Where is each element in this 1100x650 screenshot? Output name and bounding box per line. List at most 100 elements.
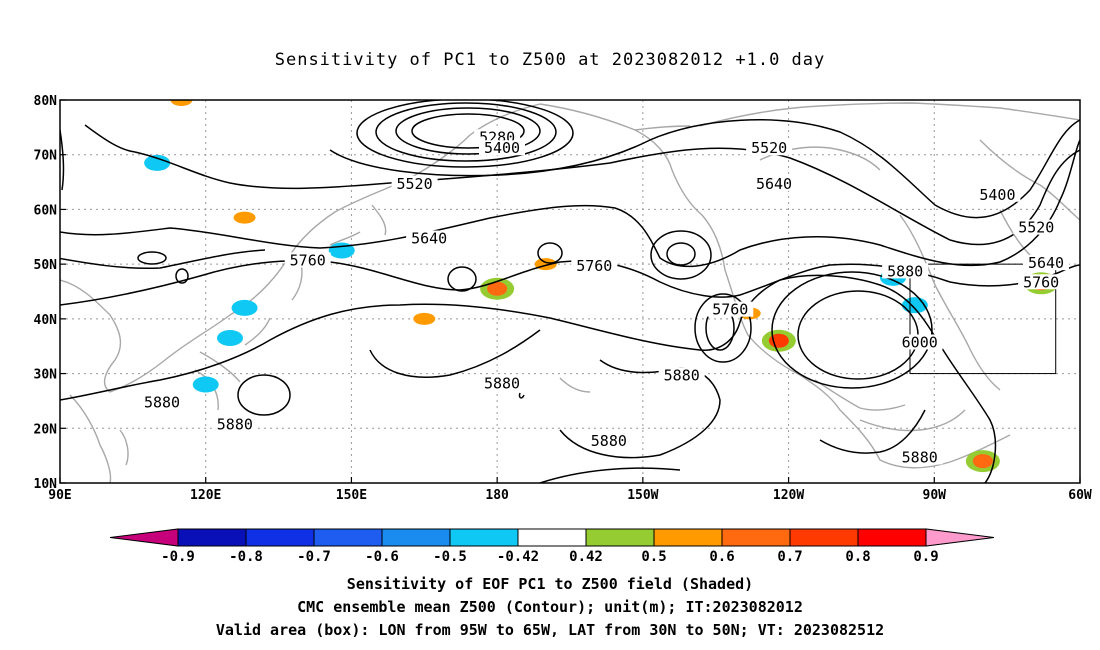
axis-ticks: 90E 120E 150E 180 150W 120W 90W 60W 80N 70N 60N 50N…	[34, 94, 1092, 503]
sensitivity-patch	[335, 246, 348, 255]
contour-label-bg	[406, 230, 453, 246]
contour-label: 5880	[217, 416, 253, 434]
contour-label: 5640	[1028, 254, 1064, 272]
colorbar-label: -0.7	[297, 549, 331, 565]
chart-title: Sensitivity of PC1 to Z500 at 2023082012…	[274, 50, 826, 70]
contour-label: 5640	[756, 175, 792, 193]
contour-label: 5880	[591, 432, 627, 450]
contour-label: 6000	[902, 333, 938, 351]
x-tick-label: 150E	[336, 488, 367, 503]
contour-label-bg	[707, 301, 754, 317]
colorbar-label: 0.8	[845, 549, 870, 565]
colorbar-arrow-right	[925, 528, 995, 547]
contour-label: 5760	[1023, 273, 1059, 291]
y-tick-label: 70N	[34, 149, 58, 164]
contour-label: 5880	[484, 375, 520, 393]
contour-label: 5880	[664, 366, 700, 384]
y-tick-label: 20N	[34, 422, 58, 437]
colorbar-segment	[653, 528, 723, 547]
contour-label: 5520	[751, 139, 787, 157]
contour-label: 5640	[411, 230, 447, 248]
contour-label-bg	[284, 252, 331, 268]
sensitivity-patch	[170, 100, 193, 106]
sensitivity-patch	[972, 454, 993, 469]
colorbar-label: 0.9	[913, 549, 938, 565]
contour-label: 5760	[576, 257, 612, 275]
x-tick-label: 90E	[48, 488, 71, 503]
sensitivity-patch	[238, 303, 251, 312]
contour-label-bg	[1023, 255, 1069, 271]
colorbar-label: -0.42	[497, 549, 539, 565]
contour-label-bg	[896, 334, 943, 350]
contour-labels: 5280540054005520552055205640564056405760…	[139, 128, 1069, 466]
colorbar-segment	[517, 528, 587, 547]
contour-label: 5520	[397, 175, 433, 193]
colorbar-segment	[789, 528, 859, 547]
sensitivity-patch	[908, 301, 921, 310]
colorbar-label: -0.6	[365, 549, 399, 565]
contour-label: 5760	[290, 251, 326, 269]
colorbar: -0.9 -0.8 -0.7 -0.6 -0.5 -0.42 0.42 0.5 0.6 0.7 0.…	[109, 528, 995, 565]
colorbar-segment	[449, 528, 519, 547]
y-tick-label: 80N	[34, 94, 58, 109]
x-tick-label: 150W	[627, 488, 658, 503]
contour-label: 5400	[979, 186, 1015, 204]
x-tick-label: 180	[485, 488, 509, 503]
colorbar-label: -0.5	[433, 549, 467, 565]
x-tick-label: 120W	[773, 488, 804, 503]
x-tick-label: 90W	[923, 488, 947, 503]
caption-line-2: CMC ensemble mean Z500 (Contour); unit(m…	[297, 598, 803, 616]
contour-label-bg	[479, 140, 525, 156]
contour-label: 5880	[887, 262, 923, 280]
contour-label-bg	[974, 186, 1021, 202]
contour-label: 5520	[1018, 219, 1054, 237]
contour-label-bg	[1013, 219, 1060, 235]
x-tick-label: 120E	[190, 488, 221, 503]
caption-line-1: Sensitivity of EOF PC1 to Z500 field (Sh…	[346, 575, 754, 593]
sensitivity-shading	[144, 100, 1059, 473]
contour-label-bg	[391, 175, 438, 191]
contour-label-bg	[571, 257, 618, 273]
colorbar-label: -0.9	[161, 549, 195, 565]
y-tick-label: 50N	[34, 258, 58, 273]
colorbar-label: -0.8	[229, 549, 263, 565]
z500-contours	[60, 100, 1080, 483]
contour-label-bg	[211, 416, 258, 432]
contour-label-bg	[139, 394, 185, 410]
valid-area-box	[909, 263, 1057, 375]
x-tick-label: 60W	[1068, 488, 1092, 503]
colorbar-arrow-left	[109, 528, 179, 547]
colorbar-segment	[313, 528, 383, 547]
contour-label-bg	[746, 140, 793, 156]
contour-label-bg	[882, 263, 929, 279]
colorbar-label: 0.42	[569, 549, 603, 565]
sensitivity-patch	[151, 158, 164, 167]
colorbar-segment	[585, 528, 655, 547]
y-tick-label: 10N	[34, 477, 58, 492]
colorbar-segment	[381, 528, 451, 547]
plot-frame	[59, 99, 1081, 484]
contour-label-bg	[658, 367, 705, 383]
colorbar-segment	[245, 528, 315, 547]
sensitivity-patch	[487, 281, 508, 296]
y-tick-label: 60N	[34, 203, 58, 218]
contour-label-bg	[1018, 274, 1065, 290]
sensitivity-patch	[224, 334, 236, 343]
sensitivity-patch	[233, 211, 256, 224]
y-tick-label: 40N	[34, 313, 58, 328]
sensitivity-patch	[199, 380, 212, 389]
contour-label: 5760	[712, 301, 748, 319]
colorbar-label: 0.5	[641, 549, 666, 565]
y-tick-label: 30N	[34, 368, 58, 383]
colorbar-segment	[721, 528, 791, 547]
contour-label-bg	[479, 375, 525, 391]
contour-label-bg	[751, 175, 797, 191]
contour-label: 5400	[484, 139, 520, 157]
colorbar-label: 0.7	[777, 549, 802, 565]
caption-line-3: Valid area (box): LON from 95W to 65W, L…	[215, 621, 885, 639]
sensitivity-patch	[413, 312, 436, 325]
contour-label-bg	[585, 432, 632, 448]
colorbar-segment	[857, 528, 927, 547]
colorbar-label: 0.6	[709, 549, 734, 565]
contour-label: 5880	[902, 448, 938, 466]
